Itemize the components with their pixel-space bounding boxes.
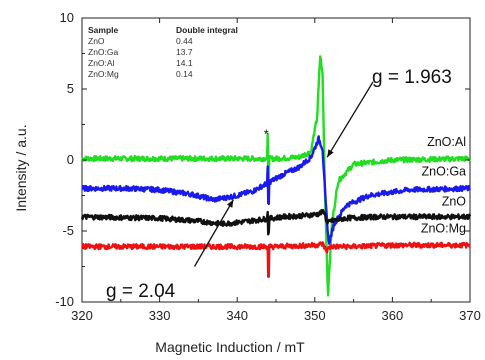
annotation-arrow [326,81,374,158]
x-tick-label: 360 [382,308,404,323]
series-label: ZnO:Al [427,135,466,149]
table-cell-sample: ZnO:Mg [88,69,119,79]
table-header-sample: Sample [88,25,119,35]
series-line-zno-al [81,55,472,297]
annotation-arrow [193,199,234,267]
annotation-arrowhead [226,199,234,208]
series-label: ZnO:Mg [421,221,466,235]
y-axis-title: Intensity / a.u. [13,124,29,211]
y-tick-label: 10 [60,10,74,25]
g-value-label-1963: g = 1.963 [372,67,452,88]
x-tick-label: 340 [226,308,248,323]
series-line-zno-mg [81,241,471,278]
x-axis-title: Magnetic Induction / mT [155,339,305,355]
series-labels: ZnO:Al ZnO:Ga ZnO ZnO:Mg [421,135,466,236]
x-tick-label: 330 [149,308,171,323]
x-tick-label: 350 [304,308,326,323]
table-cell-sample: ZnO [88,36,105,46]
series-label: ZnO:Ga [422,165,467,179]
table-cell-sample: ZnO:Al [88,58,115,68]
y-tick-label: 5 [67,81,74,96]
table-cell-sample: ZnO:Ga [88,47,119,57]
series-group [80,55,472,297]
axes-group: 320 330 340 350 360 370 10 5 0 -5 -10 [55,10,481,323]
g-value-label-204: g = 2.04 [106,281,176,302]
x-tick-label: 320 [71,308,93,323]
table-cell-value: 0.44 [176,36,193,46]
annotation-arrowhead [327,149,334,158]
double-integral-table: Sample Double integral ZnO 0.44 ZnO:Ga 13.7 Zn… [88,25,238,79]
y-tick-label: -10 [55,294,74,309]
table-cell-value: 13.7 [176,47,193,57]
series-line-zno-ga [81,135,472,245]
y-tick-label: 0 [67,152,74,167]
x-tick-label: 370 [459,308,481,323]
series-line-zno [80,208,472,236]
annotations: * g = 1.963 g = 2.04 [106,67,452,302]
table-header-double-integral: Double integral [176,25,238,35]
table-cell-value: 0.14 [176,69,193,79]
feature-star-marker: * [264,127,269,142]
series-label: ZnO [442,194,467,208]
y-tick-label: -5 [62,223,74,238]
table-cell-value: 14.1 [176,58,193,68]
